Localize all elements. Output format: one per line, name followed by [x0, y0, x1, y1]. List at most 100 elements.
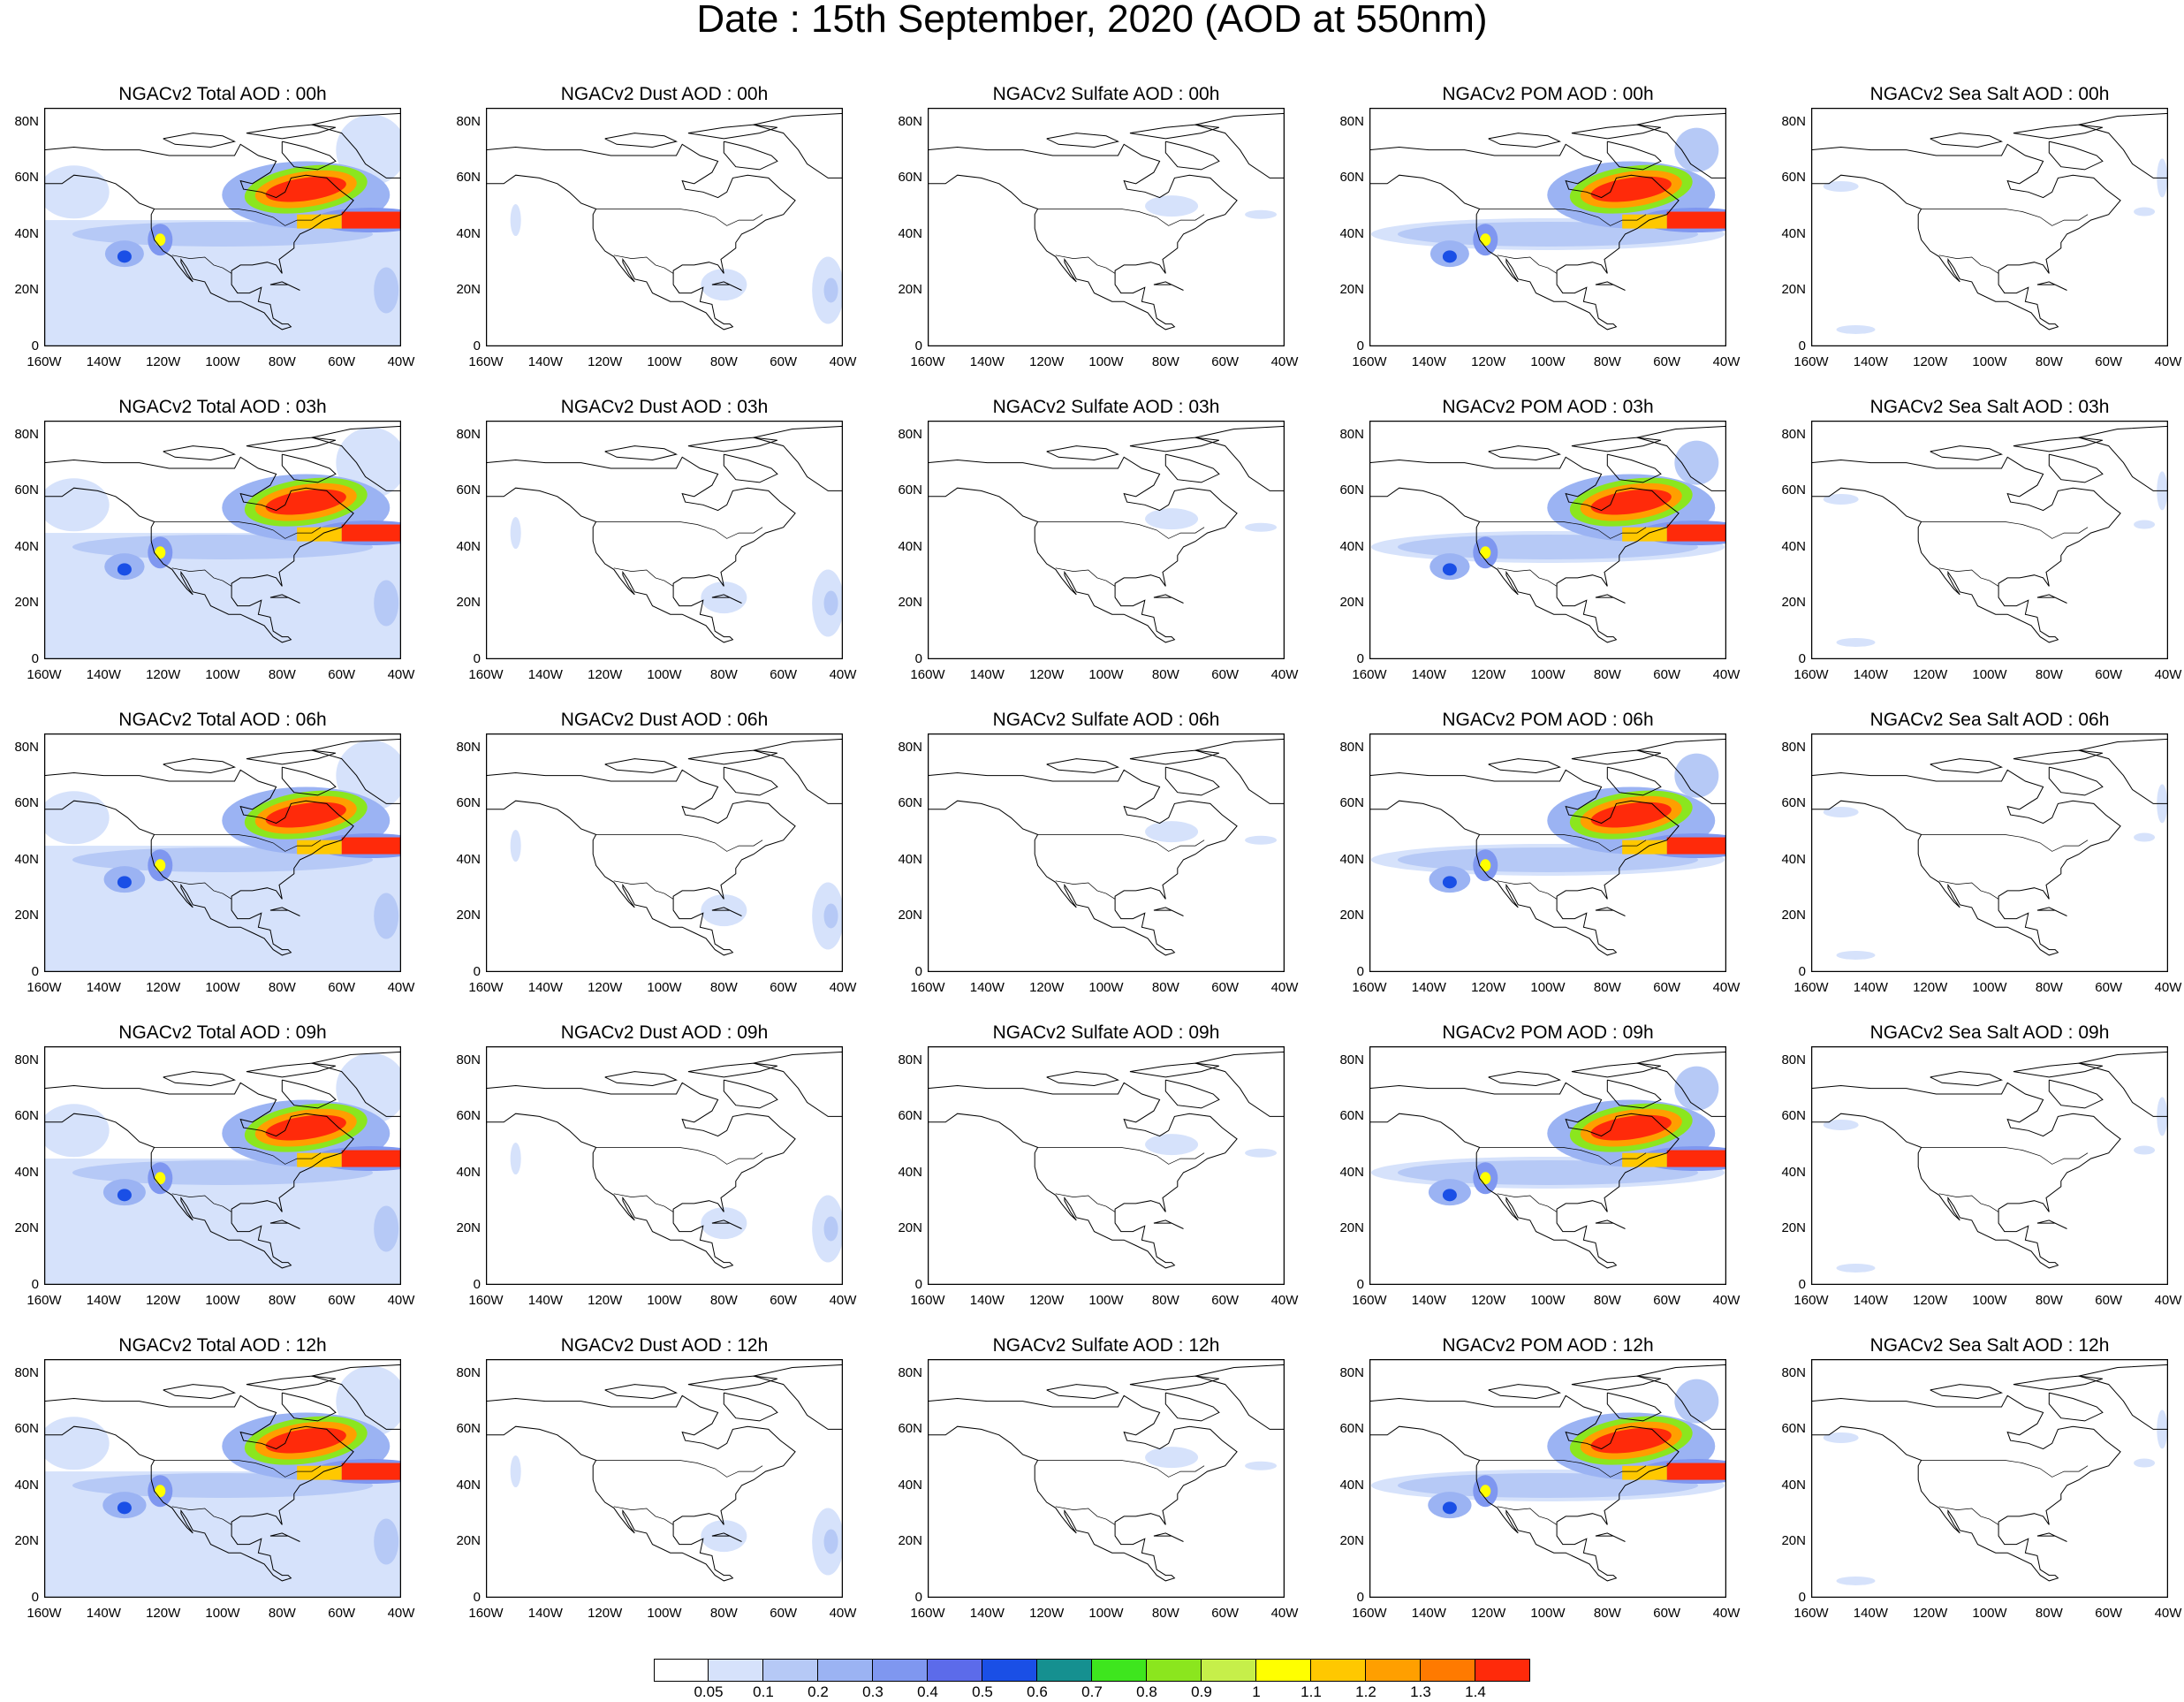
coastline: [246, 1062, 337, 1078]
coastline: [1153, 1532, 1184, 1542]
lat-tick-label: 0: [473, 1277, 481, 1292]
aod-plume: [510, 830, 521, 862]
plot-frame: [928, 1046, 1285, 1285]
lon-tick-label: 120W: [1029, 667, 1065, 682]
colorbar-swatch: [982, 1659, 1037, 1682]
lon-tick-label: 100W: [1530, 1293, 1566, 1308]
lat-tick-label: 0: [1798, 651, 1806, 666]
lon-tick-label: 160W: [468, 1293, 504, 1308]
coastline: [2048, 1079, 2104, 1109]
lon-tick-label: 100W: [1530, 1606, 1566, 1621]
aod-plume: [1480, 859, 1491, 872]
coastline: [687, 749, 778, 765]
lon-tick-label: 100W: [1530, 354, 1566, 369]
lon-tick-label: 40W: [387, 1606, 415, 1621]
lon-tick-label: 100W: [647, 354, 682, 369]
coastline: [1194, 1051, 1285, 1117]
lat-tick-label: 40N: [1339, 1477, 1364, 1493]
aod-plume: [510, 204, 521, 237]
aod-plume: [341, 1463, 401, 1480]
colorbar-swatch: [818, 1659, 873, 1682]
lon-tick-label: 120W: [146, 354, 181, 369]
lat-tick-label: 60N: [1339, 482, 1364, 498]
lat-tick-label: 60N: [1781, 795, 1806, 811]
aod-plume: [341, 837, 401, 855]
country-border: [613, 880, 674, 900]
map-canvas: [486, 1359, 843, 1598]
lat-tick-label: 20N: [1781, 908, 1806, 923]
map-canvas: [928, 1359, 1285, 1598]
coastline: [753, 112, 843, 179]
lat-tick-label: 40N: [1339, 851, 1364, 867]
aod-plume: [1480, 233, 1491, 247]
lon-tick-label: 120W: [1913, 354, 1948, 369]
lon-tick-label: 160W: [27, 354, 62, 369]
lon-tick-label: 60W: [2095, 667, 2123, 682]
lat-tick-label: 20N: [14, 595, 39, 611]
country-border: [1497, 567, 1558, 587]
aod-plume: [823, 590, 838, 616]
lon-tick-label: 100W: [1088, 667, 1124, 682]
coastline: [2036, 594, 2067, 604]
lat-tick-label: 40N: [1781, 1477, 1806, 1493]
lon-tick-label: 40W: [2154, 1293, 2182, 1308]
map-plot: [1369, 421, 1726, 659]
aod-plume: [44, 165, 110, 219]
lat-tick-label: 40N: [898, 1164, 922, 1180]
aod-plume: [341, 211, 401, 229]
map-panel: NGACv2 Sulfate AOD : 09h 0 20N 40N 60N 80N 160…: [883, 1022, 1325, 1335]
map-canvas: [1811, 733, 2168, 972]
coastline: [928, 1394, 1238, 1582]
lon-tick-label: 80W: [268, 980, 296, 995]
map-panel: NGACv2 Total AOD : 00h 0 20N 40N 60N 80N 160W 1…: [0, 83, 442, 397]
map-canvas: [1369, 1046, 1726, 1285]
plot-frame: [1811, 1046, 2168, 1285]
lat-tick-label: 0: [914, 651, 922, 666]
lon-tick-label: 140W: [86, 354, 121, 369]
lon-tick-label: 160W: [468, 1606, 504, 1621]
lon-tick-label: 160W: [468, 980, 504, 995]
aod-plume: [117, 563, 132, 576]
lon-tick-label: 140W: [86, 667, 121, 682]
lat-tick-label: 20N: [898, 1533, 922, 1549]
lon-tick-label: 160W: [1793, 667, 1829, 682]
coastline: [163, 1384, 237, 1400]
coastline: [486, 143, 796, 331]
aod-plume: [1145, 821, 1199, 843]
coastline: [604, 1071, 679, 1087]
coastline: [1930, 133, 2004, 148]
lon-tick-label: 80W: [1151, 667, 1179, 682]
aod-plume: [44, 791, 110, 845]
map-panel: NGACv2 Sulfate AOD : 03h 0 20N 40N 60N 80N 160…: [883, 396, 1325, 710]
map-panel: NGACv2 POM AOD : 09h 0 20N 40N 60N 80N 160W 140…: [1325, 1022, 1767, 1335]
lon-tick-label: 80W: [709, 667, 738, 682]
aod-plume: [117, 250, 132, 263]
panel-title: NGACv2 Sea Salt AOD : 09h: [1869, 1022, 2110, 1043]
lon-tick-label: 140W: [86, 1293, 121, 1308]
aod-plume: [823, 1216, 838, 1242]
map-canvas: [1369, 421, 1726, 659]
plot-frame: [928, 733, 1285, 972]
lat-tick-label: 40N: [456, 1477, 481, 1493]
coastline: [44, 456, 354, 643]
lon-tick-label: 120W: [1913, 1606, 1948, 1621]
map-canvas: [928, 421, 1285, 659]
lon-tick-label: 80W: [268, 667, 296, 682]
map-plot: [44, 1046, 401, 1285]
lat-tick-label: 80N: [456, 739, 481, 755]
lat-tick-label: 80N: [1339, 739, 1364, 755]
map-panel: NGACv2 Dust AOD : 03h 0 20N 40N 60N 80N 160W 14…: [442, 396, 883, 710]
coastline: [311, 1364, 401, 1430]
aod-plume: [117, 1501, 132, 1515]
panel-title: NGACv2 Sulfate AOD : 03h: [992, 397, 1220, 417]
coastline: [44, 769, 354, 956]
lat-tick-label: 80N: [1781, 113, 1806, 129]
lon-tick-label: 120W: [588, 1293, 623, 1308]
lon-tick-label: 100W: [205, 354, 240, 369]
panel-title: NGACv2 Total AOD : 12h: [118, 1335, 327, 1356]
panel-title: NGACv2 Dust AOD : 12h: [560, 1335, 769, 1356]
colorbar-swatch: [1037, 1659, 1092, 1682]
lat-tick-label: 40N: [14, 851, 39, 867]
coastline: [687, 1062, 778, 1078]
coastline: [1046, 1384, 1120, 1400]
